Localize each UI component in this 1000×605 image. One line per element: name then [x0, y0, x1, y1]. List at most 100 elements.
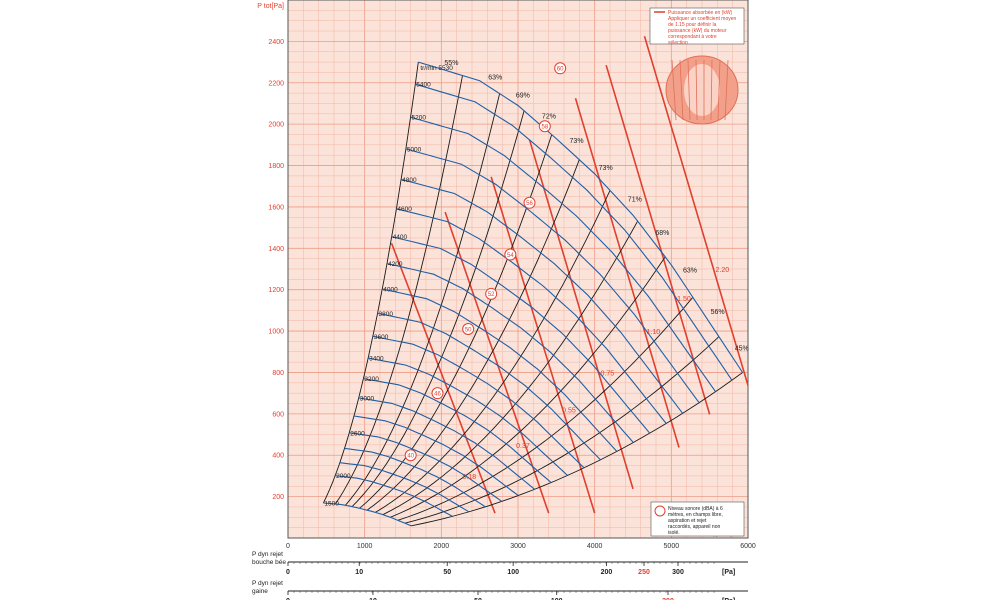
sound-level-marker [504, 248, 517, 261]
y-axis-title: P tot[Pa] [257, 3, 284, 10]
y-tick-label: 1400 [268, 246, 284, 253]
speed-curve-2600 [349, 432, 503, 502]
efficiency-line-7 [382, 220, 638, 516]
sound-level-label: 58 [541, 125, 548, 131]
efficiency-line-9 [397, 297, 694, 521]
sub-axis-tick-label: 100 [507, 569, 519, 576]
fan-blade [687, 59, 691, 121]
efficiency-line-0 [322, 62, 419, 504]
rpm-label: 3800 [379, 311, 394, 318]
power-line-0.37 [444, 211, 550, 514]
speed-curve-1500 [323, 502, 412, 527]
rpm-label: 5000 [407, 146, 422, 153]
rpm-label: 1500 [324, 500, 339, 507]
speed-curve-2800 [353, 415, 519, 497]
power-label: 0.75 [601, 370, 615, 377]
sound-level-marker [538, 120, 551, 133]
efficiency-line-10 [404, 336, 720, 524]
efficiency-label: 68% [655, 230, 669, 237]
efficiency-line-6 [375, 190, 611, 513]
sound-legend-text: isolé. [668, 530, 680, 536]
fan-blade [695, 59, 698, 121]
sound-legend-text: mètres, en champs libre, [668, 512, 723, 518]
power-line-2.20 [643, 35, 749, 386]
sound-level-label: 60 [557, 67, 564, 73]
y-tick-label: 2400 [268, 39, 284, 46]
x-tick-label: 2000 [434, 543, 450, 550]
rpm-label: 4800 [402, 177, 417, 184]
rpm-label: 3200 [364, 376, 379, 383]
rpm-label: 5200 [412, 115, 427, 122]
speed-curve-5000 [405, 148, 700, 404]
efficiency-label: 63% [683, 267, 697, 274]
power-legend-text: Puissance absorbée en (kW) [668, 10, 733, 16]
sub-axis-tick-label: 50 [443, 569, 451, 576]
rpm-label: 2600 [350, 430, 365, 437]
sub-axis-tick-label: 0 [286, 569, 290, 576]
sound-level-label: 40 [407, 454, 414, 460]
speed-curve-3800 [377, 312, 601, 461]
speed-curve-2000 [335, 475, 453, 517]
speed-curve-5400 [415, 83, 733, 381]
efficiency-label: 55% [444, 60, 458, 67]
sound-level-marker [523, 196, 536, 209]
sound-level-marker [431, 387, 444, 400]
power-legend-text: sélection [668, 40, 688, 46]
sub-axis-label: gaine [252, 588, 268, 595]
power-legend-text: puissance (kW) du moteur [668, 28, 727, 34]
sound-level-label: 50 [465, 327, 472, 333]
power-label: 0.18 [463, 474, 477, 481]
sound-legend-text: aspiration et rejet [668, 518, 707, 524]
efficiency-label: 72% [542, 114, 556, 121]
sub-axis-label: bouche bée [252, 559, 286, 566]
rpm-label: 2000 [336, 473, 351, 480]
fan-wheel-icon [665, 55, 739, 125]
power-label: 1.10 [647, 329, 661, 336]
speed-curve-3000 [358, 397, 535, 490]
y-tick-label: 1800 [268, 163, 284, 170]
speed-curve-4400 [391, 236, 651, 434]
sound-level-marker [485, 287, 498, 300]
y-tick-label: 2000 [268, 122, 284, 129]
rpm-label: 4000 [383, 286, 398, 293]
efficiency-line-11 [411, 372, 743, 527]
efficiency-label: 45% [735, 346, 749, 353]
efficiency-label: 56% [711, 309, 725, 316]
sound-legend-text: raccordés, appareil non [668, 524, 720, 530]
x-tick-label: 5000 [664, 543, 680, 550]
fan-blade [724, 59, 729, 121]
sound-level-marker [462, 323, 475, 336]
power-line-0.55 [490, 176, 596, 514]
sound-level-label: 56 [526, 201, 533, 207]
rpm-label: 3600 [374, 334, 389, 341]
x-tick-label: 3000 [510, 543, 526, 550]
y-tick-label: 200 [272, 494, 284, 501]
sub-axis-unit: [Pa] [722, 569, 735, 576]
speed-curve-3600 [372, 335, 585, 469]
rpm-label: 4600 [397, 206, 412, 213]
sound-level-label: 52 [488, 292, 495, 298]
efficiency-line-8 [390, 256, 666, 518]
rpm-max-label: tr/min 5530 [420, 65, 453, 72]
efficiency-label: 69% [516, 93, 530, 100]
speed-curve-4600 [396, 208, 667, 424]
power-legend-text: Appliquer un coefficient moyen [668, 16, 737, 22]
power-line-0.18 [390, 242, 496, 514]
rpm-label: 4400 [393, 234, 408, 241]
speed-curve-2200 [339, 462, 470, 513]
power-label: 1.50 [677, 296, 691, 303]
speed-curve-5530 [418, 61, 744, 373]
sub-axis-tick-label: 200 [601, 569, 613, 576]
sub-axis-tick-label: 300 [672, 569, 684, 576]
y-tick-label: 400 [272, 453, 284, 460]
rpm-label: 3400 [369, 356, 384, 363]
efficiency-label: 71% [628, 196, 642, 203]
sound-legend-text: Niveau sonore (dBA) à 6 [668, 506, 723, 512]
y-tick-label: 1600 [268, 204, 284, 211]
plot-frame [287, 0, 749, 539]
x-tick-label: 1000 [357, 543, 373, 550]
efficiency-line-1 [334, 75, 463, 505]
sub-axis-tick-label: 250 [638, 569, 650, 576]
power-label: 0.55 [562, 408, 576, 415]
